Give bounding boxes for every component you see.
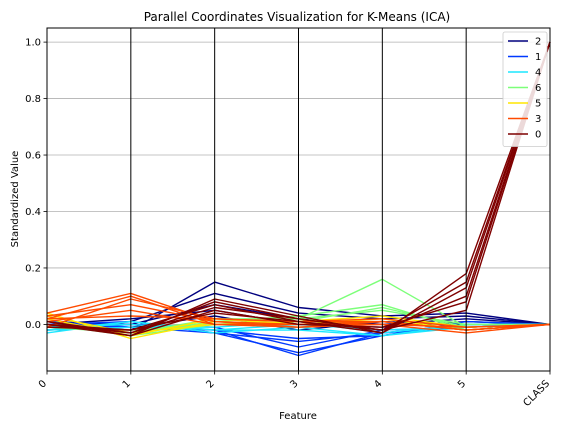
legend-label: 1 bbox=[535, 52, 541, 63]
y-tick-label: 1.0 bbox=[25, 38, 41, 49]
y-tick-label: 0.0 bbox=[25, 320, 41, 331]
legend-label: 5 bbox=[535, 99, 541, 110]
y-tick-label: 0.4 bbox=[25, 207, 41, 218]
legend-label: 6 bbox=[535, 83, 541, 94]
y-tick-label: 0.6 bbox=[25, 151, 41, 162]
y-axis-label: Standardized Value bbox=[10, 151, 21, 248]
legend-label: 0 bbox=[535, 130, 541, 141]
legend-label: 4 bbox=[535, 68, 541, 79]
legend: 2 1 4 6 5 3 0 bbox=[502, 31, 548, 147]
legend-label: 3 bbox=[535, 114, 541, 125]
y-tick-label: 0.8 bbox=[25, 94, 41, 105]
y-ticks: 0.0 0.2 0.4 0.6 0.8 1.0 bbox=[25, 38, 47, 331]
y-tick-label: 0.2 bbox=[25, 263, 41, 274]
legend-label: 2 bbox=[535, 37, 541, 48]
chart-title: Parallel Coordinates Visualization for K… bbox=[144, 10, 451, 24]
x-axis-label: Feature bbox=[279, 411, 317, 422]
